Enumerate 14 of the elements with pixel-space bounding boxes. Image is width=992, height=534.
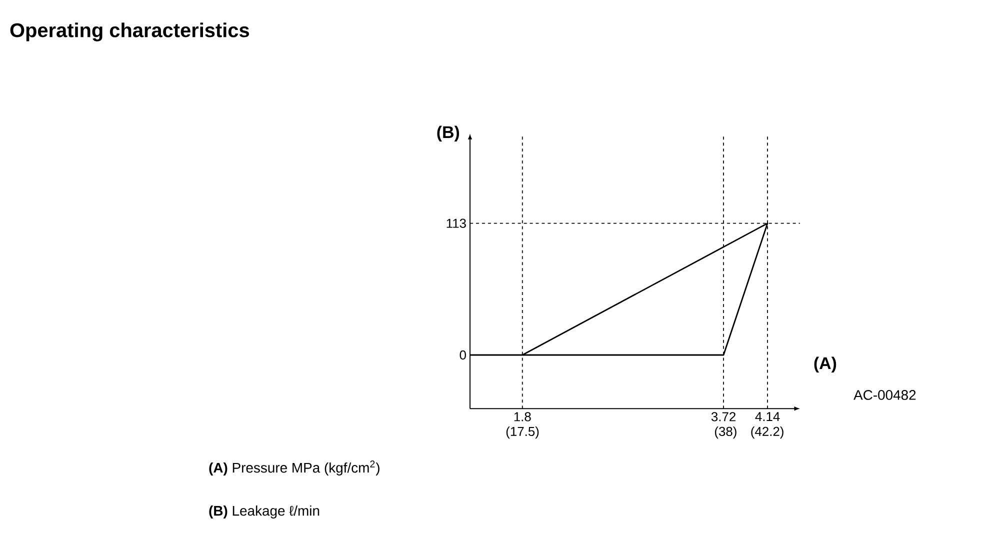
- x2-tick-label: (17.5): [506, 426, 539, 439]
- y-axis-title: (B): [437, 126, 460, 142]
- y-tick-label: 0: [460, 350, 466, 360]
- x-tick-label: 4.14: [755, 412, 780, 422]
- y-tick-label: 113: [446, 218, 466, 228]
- x2-tick-label: (38): [714, 426, 736, 439]
- text: AC-00482: [854, 390, 916, 400]
- x-tick-label: 3.72: [711, 412, 736, 422]
- x-axis-title: (A): [814, 356, 836, 372]
- text: Operating characteristics: [10, 22, 249, 42]
- x-tick-label: 1.8: [514, 412, 531, 422]
- text: (A) Pressure MPa (kgf/cm$^{2}$): [209, 460, 380, 476]
- text: (B) Leakage ℓ/min: [209, 505, 320, 518]
- x2-tick-label: (42.2): [751, 426, 784, 439]
